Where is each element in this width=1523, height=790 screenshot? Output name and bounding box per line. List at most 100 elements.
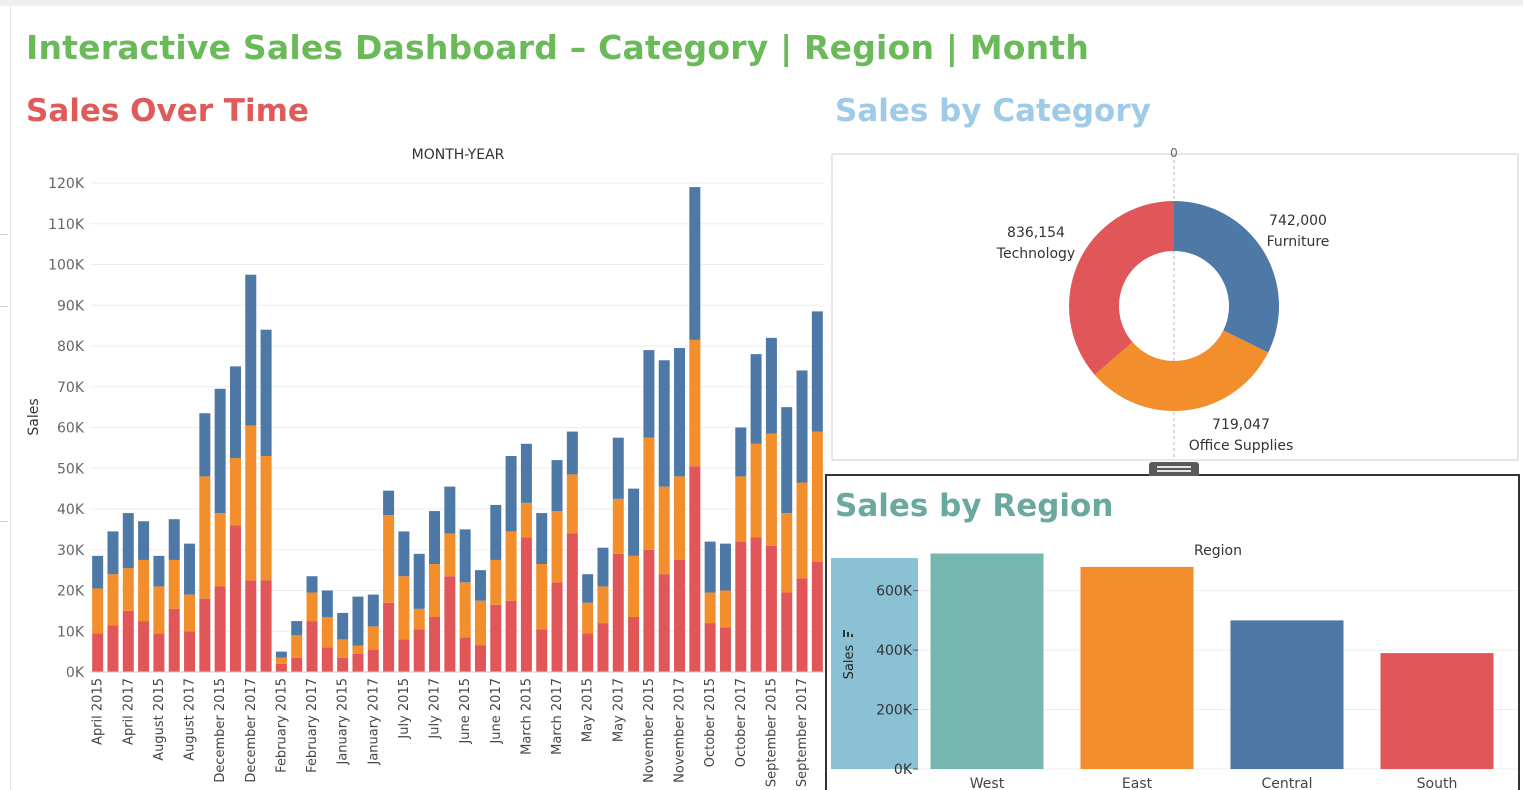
bar-segment[interactable]: March 2015 — Furniture: 14500 <box>520 443 532 503</box>
bar-segment[interactable]: April 2015 — Furniture: 8000 <box>92 555 104 589</box>
bar-segment[interactable]: July 2016 — Technology: 10500 <box>413 629 425 672</box>
bar-segment[interactable]: August 2015 — Furniture: 7500 <box>153 555 165 587</box>
bar-segment[interactable]: December 2015 — Furniture: 30500 <box>214 388 226 514</box>
bar-segment[interactable]: August 2016 — Technology: 15500 <box>168 608 180 672</box>
bar-segment[interactable]: January 2017 — Technology: 5500 <box>367 649 379 672</box>
bar-segment[interactable]: April 2016 — Office Supplies: 12500 <box>107 574 119 626</box>
bar-segment[interactable]: February 2015 — Technology: 2000 <box>275 663 287 672</box>
bar-segment[interactable]: December 2015 — Technology: 21000 <box>214 586 226 672</box>
bar-segment[interactable]: January 2018 — Furniture: 6000 <box>383 490 395 516</box>
bar-segment[interactable]: July 2017 — Office Supplies: 13000 <box>429 564 441 617</box>
bar-segment[interactable]: June 2015 — Furniture: 13000 <box>459 529 471 583</box>
bar-segment[interactable]: December 2017 — Office Supplies: 38000 <box>245 425 257 581</box>
bar-segment[interactable]: May 2015 — Technology: 9500 <box>582 633 594 672</box>
bar-segment[interactable]: July 2016 — Office Supplies: 5000 <box>413 608 425 630</box>
bar-segment[interactable]: May 2017 — Office Supplies: 13500 <box>612 498 624 554</box>
bar-segment[interactable]: July 2015 — Office Supplies: 15500 <box>398 576 410 640</box>
bar-segment[interactable]: March 2016 — Furniture: 12500 <box>536 513 548 565</box>
bar-segment[interactable]: August 2015 — Technology: 9500 <box>153 633 165 672</box>
bar-segment[interactable]: August 2018 — Furniture: 15500 <box>199 413 211 477</box>
bar-segment[interactable]: December 2018 — Furniture: 31000 <box>260 329 272 457</box>
bar-segment[interactable]: May 2018 — Office Supplies: 15000 <box>628 555 640 617</box>
bar-segment[interactable]: June 2017 — Technology: 16500 <box>490 604 502 672</box>
bar-segment[interactable]: November 2017 — Office Supplies: 20500 <box>674 476 686 560</box>
bar-segment[interactable]: November 2018 — Office Supplies: 31000 <box>689 339 701 467</box>
bar-segment[interactable]: February 2018 — Technology: 6000 <box>321 647 333 672</box>
bar-segment[interactable]: February 2015 — Office Supplies: 1500 <box>275 657 287 664</box>
bar-segment[interactable]: September 2017 — Office Supplies: 23500 <box>796 482 808 579</box>
region-bars[interactable]: West: 725000 East: 680000 Central: 500000 S… <box>930 553 1494 769</box>
bar-segment[interactable]: October 2015 — Office Supplies: 7500 <box>704 592 716 624</box>
bar-segment[interactable]: March 2017 — Technology: 22000 <box>551 582 563 672</box>
bar-segment[interactable]: August 2017 — Technology: 10000 <box>184 631 196 672</box>
bar-segment[interactable]: October 2018 — Office Supplies: 23000 <box>750 443 762 538</box>
bar-segment[interactable]: August 2017 — Furniture: 12500 <box>184 543 196 595</box>
bar-segment[interactable]: March 2018 — Technology: 34000 <box>566 533 578 672</box>
bar-segment[interactable]: September 2018 — Furniture: 29500 <box>811 311 823 432</box>
bar-segment[interactable]: October 2016 — Furniture: 11500 <box>719 543 731 591</box>
bar-segment[interactable]: September 2017 — Furniture: 27500 <box>796 370 808 483</box>
bar-segment[interactable]: April 2017 — Office Supplies: 10500 <box>122 568 134 611</box>
donut-slices[interactable]: Furniture: 742,000Office Supplies: 719,0… <box>1068 201 1279 412</box>
bar-segment[interactable]: January 2017 — Office Supplies: 5700 <box>367 626 379 650</box>
bar-segment[interactable]: November 2015 — Technology: 30000 <box>643 549 655 672</box>
region-bar[interactable]: South: 390000 <box>1380 653 1494 769</box>
bar-segment[interactable]: December 2018 — Technology: 22500 <box>260 580 272 672</box>
bar-segment[interactable]: June 2016 — Technology: 6500 <box>474 645 486 672</box>
bar-segment[interactable]: July 2017 — Furniture: 13000 <box>429 511 441 565</box>
bar-segment[interactable]: July 2018 — Office Supplies: 10500 <box>444 533 456 577</box>
bar-segment[interactable]: June 2015 — Office Supplies: 13500 <box>459 582 471 638</box>
bar-segment[interactable]: January 2015 — Furniture: 6500 <box>337 612 349 640</box>
bar-segment[interactable]: September 2018 — Office Supplies: 32000 <box>811 431 823 562</box>
bar-segment[interactable]: June 2018 — Technology: 17500 <box>505 600 517 672</box>
bar-segment[interactable]: June 2016 — Office Supplies: 11000 <box>474 600 486 646</box>
bar-segment[interactable]: July 2015 — Technology: 8000 <box>398 639 410 672</box>
bar-segment[interactable]: September 2016 — Furniture: 26000 <box>781 407 793 514</box>
bar-segment[interactable]: July 2015 — Furniture: 11000 <box>398 531 410 577</box>
bar-segment[interactable]: August 2018 — Technology: 18000 <box>199 598 211 672</box>
bar-segment[interactable]: October 2017 — Office Supplies: 16000 <box>735 476 747 542</box>
bar-segment[interactable]: May 2015 — Office Supplies: 7500 <box>582 602 594 634</box>
bar-segment[interactable]: October 2015 — Technology: 12000 <box>704 623 716 672</box>
bar-segment[interactable]: January 2018 — Office Supplies: 21500 <box>383 515 395 603</box>
bar-segment[interactable]: December 2016 — Office Supplies: 16500 <box>229 458 241 526</box>
bar-segment[interactable]: April 2017 — Technology: 15000 <box>122 610 134 672</box>
bar-segment[interactable]: May 2016 — Furniture: 9500 <box>597 547 609 587</box>
bar-segment[interactable]: April 2015 — Technology: 9500 <box>92 633 104 672</box>
bar-segment[interactable]: March 2018 — Office Supplies: 14500 <box>566 474 578 534</box>
bar-segment[interactable]: January 2016 — Technology: 4500 <box>352 653 364 672</box>
bar-segment[interactable]: April 2018 — Technology: 12500 <box>138 621 150 672</box>
bar-segment[interactable]: June 2016 — Furniture: 7500 <box>474 570 486 601</box>
panel-resize-handle[interactable] <box>1149 462 1199 476</box>
region-bar[interactable]: West: 725000 <box>930 553 1044 769</box>
bar-segment[interactable]: February 2017 — Office Supplies: 7000 <box>306 592 318 622</box>
bar-segment[interactable]: September 2015 — Office Supplies: 27500 <box>765 433 777 546</box>
bar-segment[interactable]: August 2018 — Office Supplies: 30000 <box>199 476 211 599</box>
bar-segment[interactable]: February 2015 — Furniture: 1500 <box>275 651 287 658</box>
bar-segment[interactable]: April 2017 — Furniture: 13500 <box>122 513 134 569</box>
bar-segment[interactable]: August 2016 — Furniture: 10000 <box>168 519 180 560</box>
bar-segment[interactable]: June 2017 — Furniture: 13500 <box>490 504 502 560</box>
bar-segment[interactable]: November 2017 — Technology: 27500 <box>674 559 686 672</box>
bar-segment[interactable]: November 2016 — Technology: 24000 <box>658 574 670 672</box>
bar-segment[interactable]: October 2018 — Furniture: 22000 <box>750 354 762 444</box>
bar-segment[interactable]: August 2017 — Office Supplies: 9000 <box>184 594 196 632</box>
bar-segment[interactable]: September 2018 — Technology: 27000 <box>811 561 823 672</box>
bar-segment[interactable]: March 2015 — Office Supplies: 8500 <box>520 502 532 538</box>
bar-segment[interactable]: December 2016 — Furniture: 22500 <box>229 366 241 459</box>
bar-segment[interactable]: December 2017 — Furniture: 37000 <box>245 274 257 426</box>
sales-over-time-chart[interactable]: MONTH-YEAR Sales 0K 10K 20K 30K 40K 50K 60K 70K… <box>10 140 825 790</box>
bar-segment[interactable]: July 2016 — Furniture: 13500 <box>413 553 425 609</box>
bar-segment[interactable]: December 2016 — Technology: 36000 <box>229 525 241 672</box>
bar-segment[interactable]: May 2016 — Technology: 12000 <box>597 623 609 672</box>
bar-segment[interactable]: March 2015 — Technology: 33000 <box>520 537 532 672</box>
bar-segment[interactable]: November 2018 — Technology: 50500 <box>689 466 701 672</box>
bar-segment[interactable]: February 2018 — Furniture: 6500 <box>321 590 333 617</box>
bar-segment[interactable]: January 2015 — Technology: 3500 <box>337 657 349 672</box>
bar-segment[interactable]: April 2018 — Office Supplies: 15000 <box>138 559 150 622</box>
bar-segment[interactable]: January 2018 — Technology: 17000 <box>383 602 395 672</box>
bar-segment[interactable]: June 2018 — Office Supplies: 17000 <box>505 531 517 601</box>
donut-slice[interactable]: Office Supplies: 719,047 <box>1094 330 1269 412</box>
region-bar[interactable]: East: 680000 <box>1080 566 1194 769</box>
bar-segment[interactable]: November 2018 — Furniture: 37500 <box>689 187 701 340</box>
